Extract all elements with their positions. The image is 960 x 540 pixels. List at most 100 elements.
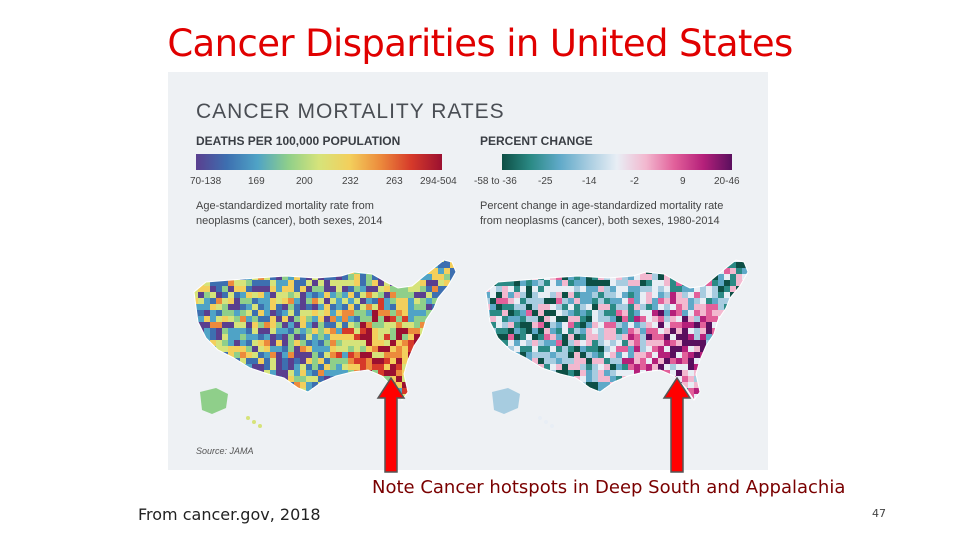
- county-cell: [324, 340, 331, 347]
- county-cell: [372, 364, 379, 371]
- county-cell: [354, 260, 361, 263]
- county-cell: [294, 352, 301, 359]
- county-cell: [556, 322, 563, 329]
- county-cell: [622, 262, 629, 269]
- county-cell: [532, 406, 538, 412]
- county-cell: [252, 346, 259, 353]
- county-cell: [706, 376, 713, 383]
- county-cell: [520, 322, 527, 329]
- county-cell: [282, 370, 289, 377]
- figure-title: CANCER MORTALITY RATES: [196, 100, 505, 123]
- county-cell: [676, 370, 683, 377]
- county-cell: [682, 268, 689, 275]
- county-cell: [562, 400, 568, 406]
- county-cell: [318, 262, 325, 269]
- county-cell: [450, 286, 456, 293]
- county-cell: [568, 400, 574, 406]
- county-cell: [210, 310, 217, 317]
- county-cell: [294, 382, 301, 389]
- county-cell: [556, 406, 562, 412]
- county-cell: [216, 340, 223, 347]
- county-cell: [526, 292, 533, 299]
- county-cell: [694, 358, 701, 365]
- county-cell: [348, 328, 355, 335]
- county-cell: [748, 340, 754, 346]
- county-cell: [658, 352, 665, 359]
- county-cell: [736, 358, 743, 365]
- county-cell: [502, 274, 509, 281]
- county-cell: [664, 286, 671, 293]
- county-cell: [586, 292, 593, 299]
- county-cell: [384, 352, 391, 359]
- county-cell: [456, 286, 462, 292]
- county-cell: [514, 310, 521, 317]
- county-cell: [724, 274, 731, 281]
- county-cell: [306, 358, 313, 365]
- county-cell: [234, 364, 241, 371]
- county-cell: [240, 388, 247, 395]
- county-cell: [348, 260, 355, 263]
- county-cell: [742, 388, 748, 395]
- county-cell: [700, 328, 707, 335]
- county-cell: [396, 334, 403, 341]
- county-cell: [414, 352, 421, 359]
- county-cell: [502, 292, 509, 299]
- county-cell: [478, 322, 484, 328]
- county-cell: [420, 322, 427, 329]
- county-cell: [276, 310, 283, 317]
- county-cell: [264, 260, 271, 263]
- county-cell: [444, 352, 451, 359]
- county-cell: [664, 322, 671, 329]
- county-cell: [324, 406, 330, 412]
- county-cell: [580, 316, 587, 323]
- county-cell: [688, 358, 695, 365]
- county-cell: [622, 322, 629, 329]
- county-cell: [282, 364, 289, 371]
- county-cell: [486, 292, 491, 299]
- county-cell: [252, 358, 259, 365]
- county-cell: [610, 280, 617, 287]
- county-cell: [580, 310, 587, 317]
- county-cell: [478, 298, 484, 304]
- county-cell: [186, 406, 192, 412]
- county-cell: [604, 334, 611, 341]
- left-legend-heading: DEATHS PER 100,000 POPULATION: [196, 134, 401, 148]
- county-cell: [658, 334, 665, 341]
- county-cell: [360, 346, 367, 353]
- county-cell: [748, 322, 754, 328]
- county-cell: [414, 322, 421, 329]
- county-cell: [562, 340, 569, 347]
- county-cell: [748, 364, 754, 370]
- county-cell: [264, 316, 271, 323]
- county-cell: [444, 310, 451, 317]
- county-cell: [456, 322, 462, 328]
- county-cell: [682, 260, 689, 263]
- county-cell: [634, 394, 641, 400]
- county-cell: [556, 394, 563, 400]
- county-cell: [580, 274, 587, 281]
- county-cell: [520, 346, 527, 353]
- county-cell: [520, 260, 527, 263]
- county-cell: [336, 376, 343, 383]
- county-cell: [198, 322, 205, 329]
- county-cell: [366, 400, 372, 406]
- county-cell: [378, 322, 385, 329]
- county-cell: [556, 364, 563, 371]
- county-cell: [360, 262, 367, 269]
- county-cell: [300, 268, 307, 275]
- county-cell: [598, 328, 605, 335]
- county-cell: [216, 310, 223, 317]
- county-cell: [616, 388, 623, 395]
- county-cell: [318, 268, 325, 275]
- county-cell: [348, 364, 355, 371]
- county-cell: [432, 298, 439, 305]
- county-cell: [508, 376, 515, 383]
- county-cell: [538, 334, 545, 341]
- county-cell: [456, 388, 462, 394]
- county-cell: [640, 328, 647, 335]
- county-cell: [456, 274, 462, 280]
- county-cell: [300, 286, 307, 293]
- county-cell: [574, 262, 581, 269]
- county-cell: [712, 346, 719, 353]
- county-cell: [610, 328, 617, 335]
